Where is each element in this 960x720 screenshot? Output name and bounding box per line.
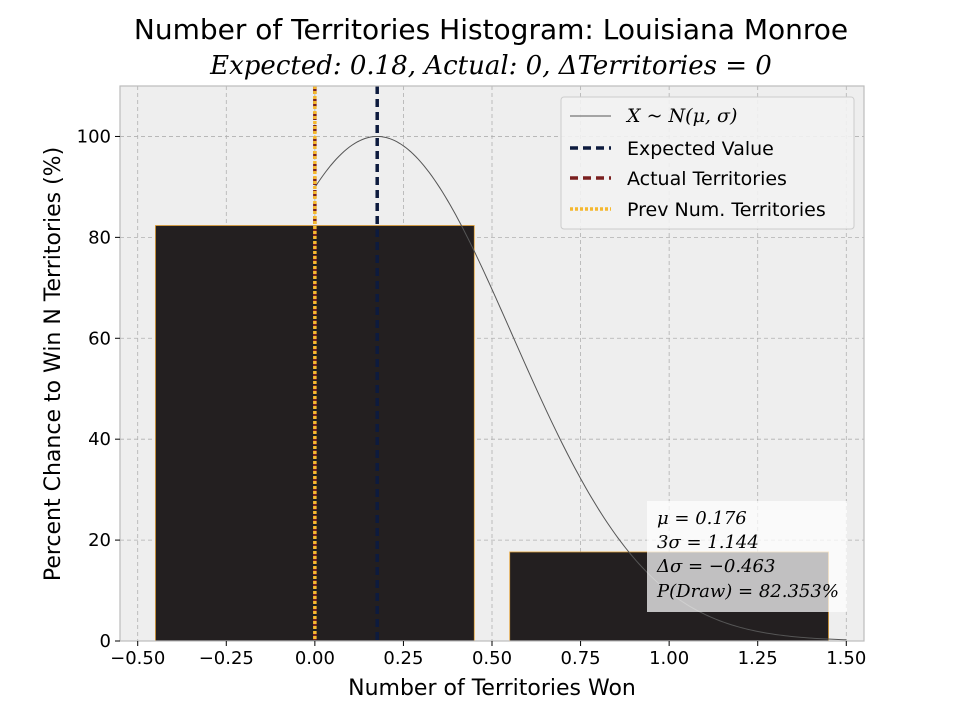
y-tick-label-1: 20 (88, 530, 111, 551)
chart-subtitle: Expected: 0.18, Actual: 0, ΔTerritories … (209, 51, 772, 81)
chart-title: Number of Territories Histogram: Louisia… (134, 13, 848, 46)
x-axis-label: Number of Territories Won (348, 676, 636, 701)
y-axis-ticks: 0 20 40 60 80 100 (77, 126, 120, 652)
stats-delta-sigma: Δσ = −0.463 (656, 556, 775, 577)
stats-box: μ = 0.176 3σ = 1.144 Δσ = −0.463 P(Draw)… (647, 501, 847, 612)
vertical-reference-lines (313, 86, 379, 641)
x-tick-label-4: 0.50 (472, 648, 512, 669)
normal-curve (314, 135, 847, 641)
x-tick-label-0: −0.50 (110, 648, 165, 669)
x-tick-label-1: −0.25 (199, 648, 254, 669)
legend-label-expected: Expected Value (627, 138, 774, 160)
x-tick-label-2: 0.00 (295, 648, 335, 669)
stats-mu: μ = 0.176 (657, 508, 747, 529)
y-axis-label: Percent Chance to Win N Territories (%) (41, 147, 66, 581)
x-axis-ticks: −0.50 −0.25 0.00 0.25 0.50 0.75 1.00 1.25 1.50 (110, 641, 866, 669)
legend-label-normal: X ~ N(μ, σ) (625, 105, 737, 127)
legend-label-previous: Prev Num. Territories (627, 199, 826, 221)
legend-box (560, 96, 855, 230)
stats-three-sigma: 3σ = 1.144 (657, 532, 759, 553)
x-tick-label-7: 1.25 (738, 648, 778, 669)
x-tick-label-6: 1.00 (649, 648, 689, 669)
legend-label-actual: Actual Territories (627, 168, 787, 190)
y-tick-label-0: 0 (100, 631, 111, 652)
stats-box-background (647, 501, 847, 612)
legend: X ~ N(μ, σ) Expected Value Actual Territ… (560, 96, 855, 230)
x-tick-label-8: 1.50 (826, 648, 866, 669)
y-tick-label-4: 80 (88, 227, 111, 248)
x-tick-label-3: 0.25 (383, 648, 423, 669)
y-tick-label-3: 60 (88, 328, 111, 349)
y-tick-label-5: 100 (77, 126, 111, 147)
stats-p-draw: P(Draw) = 82.353% (656, 581, 839, 602)
x-tick-label-5: 0.75 (561, 648, 601, 669)
y-tick-label-2: 40 (88, 429, 111, 450)
